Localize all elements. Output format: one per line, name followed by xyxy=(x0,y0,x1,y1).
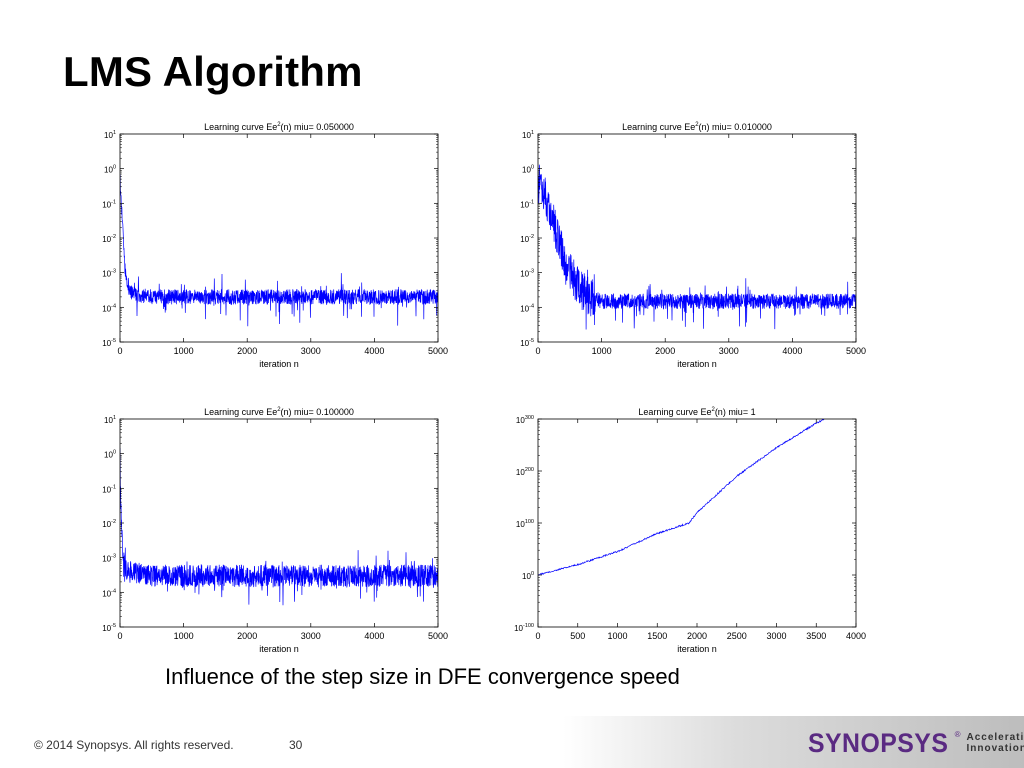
chart-title: Learning curve Ee2(n) miu= 1 xyxy=(638,407,755,417)
x-tick-label: 5000 xyxy=(428,346,448,356)
chart-title: Learning curve Ee2(n) miu= 0.100000 xyxy=(204,407,354,417)
y-tick-label: 10-3 xyxy=(520,269,534,279)
axes-frame xyxy=(119,418,439,628)
x-tick-label: 2500 xyxy=(727,631,747,641)
x-tick-label: 2000 xyxy=(237,631,257,641)
learning-curve-plot-miu-1: Learning curve Ee2(n) miu= 1 0 500 1000 1500… xyxy=(514,407,866,654)
x-tick-label: 2000 xyxy=(655,346,675,356)
y-tick-label: 10-4 xyxy=(102,303,116,313)
logo-registered-mark: ® xyxy=(954,730,961,739)
x-axis-label: iteration n xyxy=(677,644,717,654)
learning-curve-series xyxy=(120,174,438,327)
y-tick-label: 10-4 xyxy=(520,303,534,313)
y-tick-label: 100 xyxy=(522,165,534,175)
logo-tagline-line1: Accelerating xyxy=(966,732,1024,743)
y-tick-label: 101 xyxy=(104,415,116,425)
footer-band xyxy=(0,716,1024,768)
x-tick-label: 1000 xyxy=(607,631,627,641)
y-tick-label: 10300 xyxy=(516,415,534,425)
x-tick-label: 1000 xyxy=(174,346,194,356)
logo-tagline-line2: Innovation xyxy=(966,743,1024,754)
slide-title: LMS Algorithm xyxy=(63,48,363,95)
x-tick-label: 2000 xyxy=(237,346,257,356)
x-tick-label: 0 xyxy=(535,346,540,356)
x-tick-label: 3000 xyxy=(766,631,786,641)
x-tick-label: 3000 xyxy=(301,631,321,641)
axes-frame xyxy=(537,418,857,628)
x-tick-label: 1000 xyxy=(592,346,612,356)
y-tick-label: 10200 xyxy=(516,467,534,477)
chart-title: Learning curve Ee2(n) miu= 0.010000 xyxy=(622,122,772,132)
y-tick-label: 100 xyxy=(104,450,116,460)
y-tick-label: 10-5 xyxy=(102,623,116,633)
learning-curve-plot-miu-0.1: Learning curve Ee2(n) miu= 0.100000 0 1000… xyxy=(102,407,448,654)
x-tick-label: 0 xyxy=(117,631,122,641)
y-tick-label: 10-2 xyxy=(102,234,116,244)
y-tick-label: 10100 xyxy=(516,519,534,529)
x-tick-label: 4000 xyxy=(364,631,384,641)
y-tick-label: 10-5 xyxy=(520,338,534,348)
learning-curve-plot-miu-0.01: Learning curve Ee2(n) miu= 0.010000 0 1000… xyxy=(520,122,866,369)
synopsys-logo: SYNOPSYS ® Accelerating Innovation xyxy=(808,726,1024,760)
x-tick-label: 1000 xyxy=(174,631,194,641)
x-axis-label: iteration n xyxy=(259,644,299,654)
curve-group xyxy=(120,447,438,606)
x-tick-label: 4000 xyxy=(364,346,384,356)
y-tick-label: 10-1 xyxy=(520,199,534,209)
curve-group xyxy=(538,164,856,330)
y-tick-label: 10-5 xyxy=(102,338,116,348)
learning-curve-series xyxy=(120,447,438,606)
x-tick-label: 3000 xyxy=(301,346,321,356)
copyright-text: © 2014 Synopsys. All rights reserved. xyxy=(34,738,234,752)
x-tick-label: 3500 xyxy=(806,631,826,641)
x-tick-label: 0 xyxy=(535,631,540,641)
x-tick-label: 5000 xyxy=(428,631,448,641)
y-tick-label: 100 xyxy=(522,571,534,581)
curve-group xyxy=(120,174,438,327)
x-tick-label: 500 xyxy=(570,631,585,641)
x-tick-label: 5000 xyxy=(846,346,866,356)
learning-curve-plot-miu-0.05: Learning curve Ee2(n) miu= 0.050000 0 1000… xyxy=(102,122,448,369)
x-tick-label: 1500 xyxy=(647,631,667,641)
logo-wordmark: SYNOPSYS xyxy=(808,727,949,758)
y-tick-label: 10-4 xyxy=(102,588,116,598)
y-tick-label: 10-1 xyxy=(102,199,116,209)
x-axis-label: iteration n xyxy=(259,359,299,369)
y-tick-label: 10-2 xyxy=(520,234,534,244)
logo-tagline: Accelerating Innovation xyxy=(966,732,1024,754)
y-tick-label: 10-2 xyxy=(102,519,116,529)
y-tick-label: 101 xyxy=(522,130,534,140)
x-tick-label: 2000 xyxy=(687,631,707,641)
y-tick-label: 100 xyxy=(104,165,116,175)
curve-group xyxy=(538,419,825,576)
x-tick-label: 0 xyxy=(117,346,122,356)
y-tick-label: 10-3 xyxy=(102,554,116,564)
learning-curve-series xyxy=(538,164,856,330)
chart-title: Learning curve Ee2(n) miu= 0.050000 xyxy=(204,122,354,132)
x-tick-label: 4000 xyxy=(782,346,802,356)
y-tick-label: 101 xyxy=(104,130,116,140)
y-tick-label: 10-100 xyxy=(514,623,534,633)
x-tick-label: 3000 xyxy=(719,346,739,356)
learning-curve-series xyxy=(538,419,825,576)
x-tick-label: 4000 xyxy=(846,631,866,641)
x-axis-label: iteration n xyxy=(677,359,717,369)
slide-caption: Influence of the step size in DFE conver… xyxy=(165,664,680,689)
y-tick-label: 10-1 xyxy=(102,484,116,494)
y-tick-label: 10-3 xyxy=(102,269,116,279)
page-number: 30 xyxy=(289,738,303,752)
